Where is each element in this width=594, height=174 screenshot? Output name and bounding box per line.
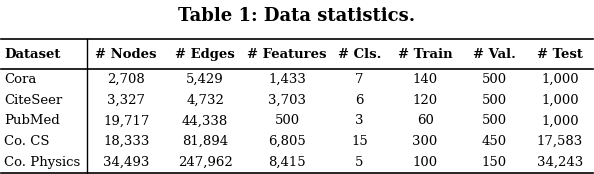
Text: # Edges: # Edges xyxy=(175,48,235,61)
Text: Co. CS: Co. CS xyxy=(4,135,50,148)
Text: 2,708: 2,708 xyxy=(108,73,145,86)
Text: 500: 500 xyxy=(274,114,300,127)
Text: 3: 3 xyxy=(355,114,364,127)
Text: 17,583: 17,583 xyxy=(536,135,583,148)
Text: 140: 140 xyxy=(413,73,438,86)
Text: PubMed: PubMed xyxy=(4,114,60,127)
Text: # Cls.: # Cls. xyxy=(338,48,381,61)
Text: 1,000: 1,000 xyxy=(541,114,579,127)
Text: Dataset: Dataset xyxy=(4,48,61,61)
Text: 5: 5 xyxy=(355,156,364,169)
Text: 8,415: 8,415 xyxy=(268,156,306,169)
Text: 450: 450 xyxy=(482,135,507,148)
Text: 18,333: 18,333 xyxy=(103,135,149,148)
Text: # Test: # Test xyxy=(537,48,583,61)
Text: 34,243: 34,243 xyxy=(536,156,583,169)
Text: Cora: Cora xyxy=(4,73,37,86)
Text: 6: 6 xyxy=(355,94,364,107)
Text: 1,433: 1,433 xyxy=(268,73,306,86)
Text: 100: 100 xyxy=(413,156,438,169)
Text: 15: 15 xyxy=(351,135,368,148)
Text: 300: 300 xyxy=(412,135,438,148)
Text: # Features: # Features xyxy=(247,48,327,61)
Text: 3,327: 3,327 xyxy=(107,94,145,107)
Text: 81,894: 81,894 xyxy=(182,135,228,148)
Text: 120: 120 xyxy=(413,94,438,107)
Text: 4,732: 4,732 xyxy=(186,94,224,107)
Text: 7: 7 xyxy=(355,73,364,86)
Text: 150: 150 xyxy=(482,156,507,169)
Text: CiteSeer: CiteSeer xyxy=(4,94,62,107)
Text: 60: 60 xyxy=(416,114,434,127)
Text: # Nodes: # Nodes xyxy=(96,48,157,61)
Text: 19,717: 19,717 xyxy=(103,114,149,127)
Text: 500: 500 xyxy=(482,73,507,86)
Text: Co. Physics: Co. Physics xyxy=(4,156,81,169)
Text: 5,429: 5,429 xyxy=(186,73,224,86)
Text: # Val.: # Val. xyxy=(473,48,516,61)
Text: 1,000: 1,000 xyxy=(541,73,579,86)
Text: # Train: # Train xyxy=(398,48,453,61)
Text: 34,493: 34,493 xyxy=(103,156,149,169)
Text: 6,805: 6,805 xyxy=(268,135,306,148)
Text: 1,000: 1,000 xyxy=(541,94,579,107)
Text: 44,338: 44,338 xyxy=(182,114,228,127)
Text: 3,703: 3,703 xyxy=(268,94,306,107)
Text: 500: 500 xyxy=(482,94,507,107)
Text: Table 1: Data statistics.: Table 1: Data statistics. xyxy=(178,7,416,25)
Text: 500: 500 xyxy=(482,114,507,127)
Text: 247,962: 247,962 xyxy=(178,156,232,169)
